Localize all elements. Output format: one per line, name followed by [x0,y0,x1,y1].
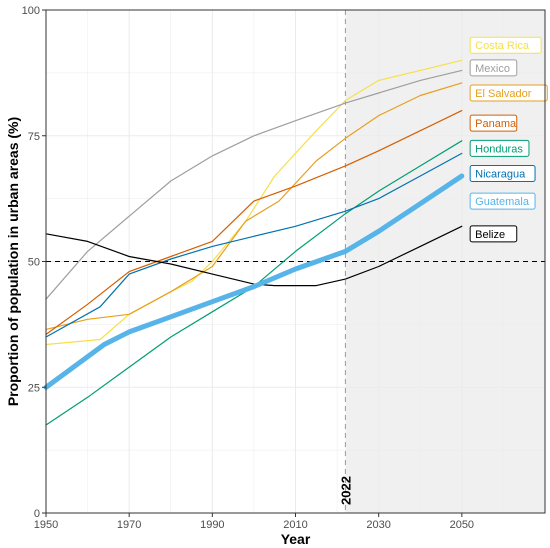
x-tick-label: 1990 [200,519,224,531]
series-line-el-salvador [45,82,463,330]
series-line-panama [45,110,463,335]
series-label-box-nicaragua [469,164,536,182]
x-tick-label: 2050 [450,519,474,531]
y-tick-label: 100 [22,5,40,17]
axes: 1950 1970 1990 2010 2030 2050 0 25 50 75 100 [22,5,474,531]
series-lines [43,59,465,426]
series-label-box-el-salvador [469,84,548,102]
series-label-honduras: Honduras [475,143,523,155]
x-tick-label: 1950 [34,519,58,531]
series-label-panama: Panama [475,118,517,130]
x-tick-label: 1970 [117,519,141,531]
series-label-box-costa-rica [469,36,542,54]
y-tick-label: 75 [28,131,40,143]
reference-lines: 2022 [46,10,545,513]
series-line-guatemala [43,173,465,390]
series-label-nicaragua: Nicaragua [475,168,526,180]
series-line-nicaragua [45,152,463,338]
series-label-box-belize [469,225,518,243]
series-label-belize: Belize [475,229,505,241]
series-label-el-salvador: El Salvador [475,88,532,100]
series-label-box-mexico [469,59,518,77]
series-line-mexico [45,69,463,300]
series-label-guatemala: Guatemala [475,196,530,208]
y-tick-label: 25 [28,382,40,394]
series-label-mexico: Mexico [475,63,510,75]
x-tick-label: 2030 [366,519,390,531]
series-label-box-honduras [469,139,530,157]
x-tick-label: 2010 [283,519,307,531]
series-label-costa-rica: Costa Rica [475,40,530,52]
series-labels: Costa Rica Mexico El Salvador Panama Hondura… [469,36,548,243]
x-axis-title: Year [281,531,311,547]
y-tick-label: 50 [28,257,40,269]
series-label-box-guatemala [469,192,536,210]
year-marker-label: 2022 [338,476,353,505]
y-axis-title: Proportion of population in urban areas … [5,117,21,406]
series-label-box-panama [469,114,518,132]
y-tick-label: 0 [34,508,40,520]
